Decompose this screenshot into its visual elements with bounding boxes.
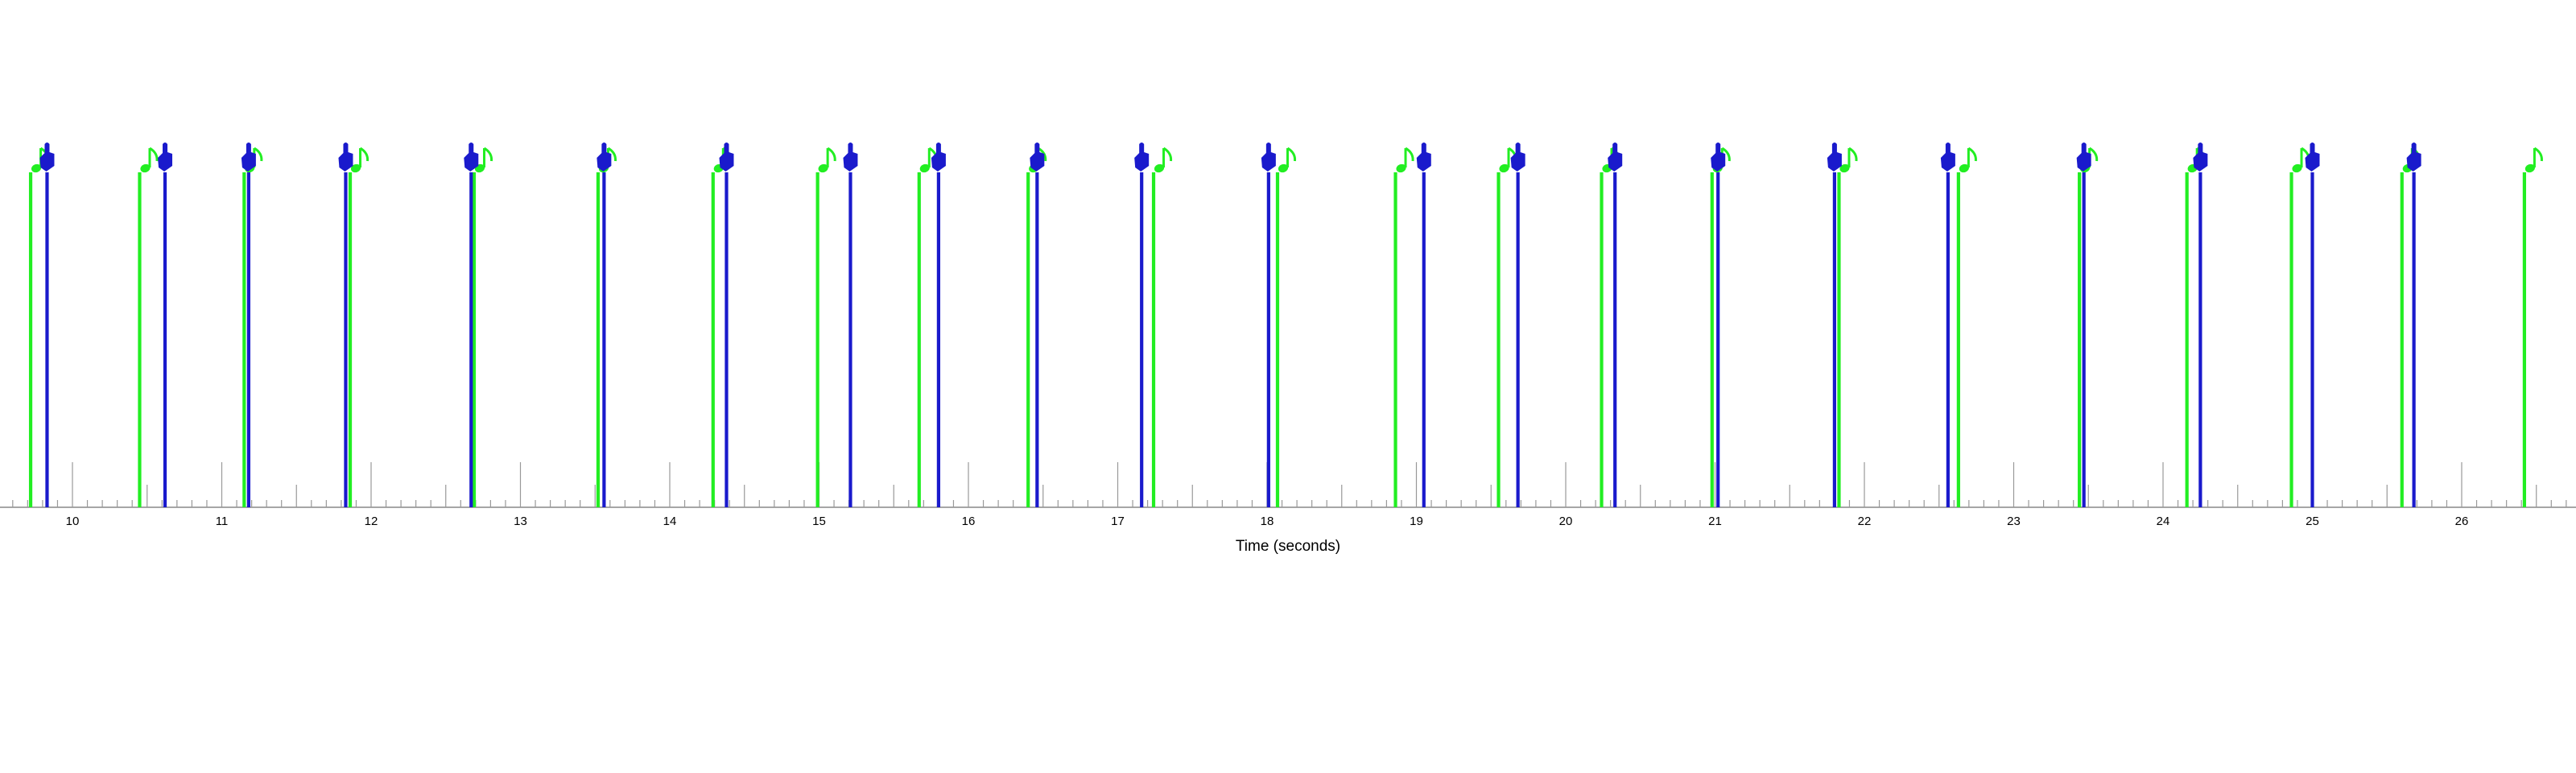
hand-icon xyxy=(1134,143,1150,172)
x-tick-labels: 10 11 12 13 14 15 16 17 18 19 20 21 22 23 24 25 26 xyxy=(66,515,2469,528)
hand-icon xyxy=(39,143,55,172)
x-tick-label: 19 xyxy=(1410,515,1423,528)
music-note-icon xyxy=(1959,163,1969,173)
hand-icon xyxy=(241,143,256,172)
music-note-flag xyxy=(254,147,263,162)
x-tick-label: 23 xyxy=(2007,515,2021,528)
x-tick-label: 25 xyxy=(2306,515,2319,528)
music-note-flag xyxy=(2088,147,2099,162)
hand-events xyxy=(39,143,2421,507)
x-tick-label: 11 xyxy=(216,515,229,528)
music-note-flag xyxy=(607,147,617,162)
music-note-icon xyxy=(31,163,42,173)
x-tick-label: 13 xyxy=(514,515,527,528)
x-tick-label: 24 xyxy=(2157,515,2170,528)
hand-icon xyxy=(2406,143,2421,172)
x-tick-label: 18 xyxy=(1261,515,1274,528)
music-note-flag xyxy=(1405,147,1414,162)
music-note-icon xyxy=(1396,163,1406,173)
music-note-flag xyxy=(1848,147,1858,162)
music-note-flag xyxy=(1967,147,1977,162)
hand-icon xyxy=(1940,143,1955,172)
x-tick-label: 21 xyxy=(1708,515,1722,528)
music-note-icon xyxy=(2524,163,2535,173)
x-tick-label: 12 xyxy=(365,515,378,528)
music-note-flag xyxy=(149,147,159,162)
hand-icon xyxy=(158,143,173,172)
hand-icon xyxy=(1416,143,1431,172)
x-tick-label: 15 xyxy=(812,515,826,528)
hand-icon xyxy=(464,143,479,172)
hand-icon xyxy=(931,143,946,172)
hand-icon xyxy=(719,143,734,172)
music-note-icon xyxy=(140,163,151,173)
music-note-flag xyxy=(1162,147,1173,162)
x-tick-label: 10 xyxy=(66,515,80,528)
hand-icon xyxy=(2193,143,2208,172)
x-axis-title: Time (seconds) xyxy=(1236,538,1340,555)
hand-icon xyxy=(1261,143,1276,172)
x-tick-label: 20 xyxy=(1559,515,1573,528)
hand-icon xyxy=(2305,143,2320,172)
music-note-icon xyxy=(919,163,930,173)
x-tick-label: 22 xyxy=(1858,515,1872,528)
hand-icon xyxy=(1711,143,1726,172)
music-note-flag xyxy=(827,147,836,162)
hand-icon xyxy=(338,143,353,172)
music-note-flag xyxy=(359,147,369,162)
x-tick-label: 16 xyxy=(962,515,976,528)
music-note-flag xyxy=(483,147,493,162)
hand-icon xyxy=(597,143,612,172)
music-note-flag xyxy=(2533,147,2543,162)
music-note-flag xyxy=(1721,147,1731,162)
hand-icon xyxy=(843,143,858,172)
music-note-flag xyxy=(1286,147,1297,162)
music-note-events xyxy=(28,147,2543,507)
minor-ticks xyxy=(12,462,2567,507)
music-note-icon xyxy=(1499,163,1509,173)
x-tick-label: 26 xyxy=(2455,515,2469,528)
hand-icon xyxy=(2076,143,2091,172)
hand-icon xyxy=(1030,143,1045,172)
music-note-icon xyxy=(350,163,361,173)
music-note-icon xyxy=(1154,163,1165,173)
hand-icon xyxy=(1608,143,1623,172)
music-note-icon xyxy=(2292,163,2302,173)
x-tick-label: 14 xyxy=(663,515,677,528)
music-note-icon xyxy=(1839,163,1850,173)
music-note-icon xyxy=(818,163,828,173)
hand-icon xyxy=(1510,143,1525,172)
hand-icon xyxy=(1827,143,1842,172)
music-note-icon xyxy=(1278,163,1289,173)
x-tick-label: 17 xyxy=(1111,515,1125,528)
